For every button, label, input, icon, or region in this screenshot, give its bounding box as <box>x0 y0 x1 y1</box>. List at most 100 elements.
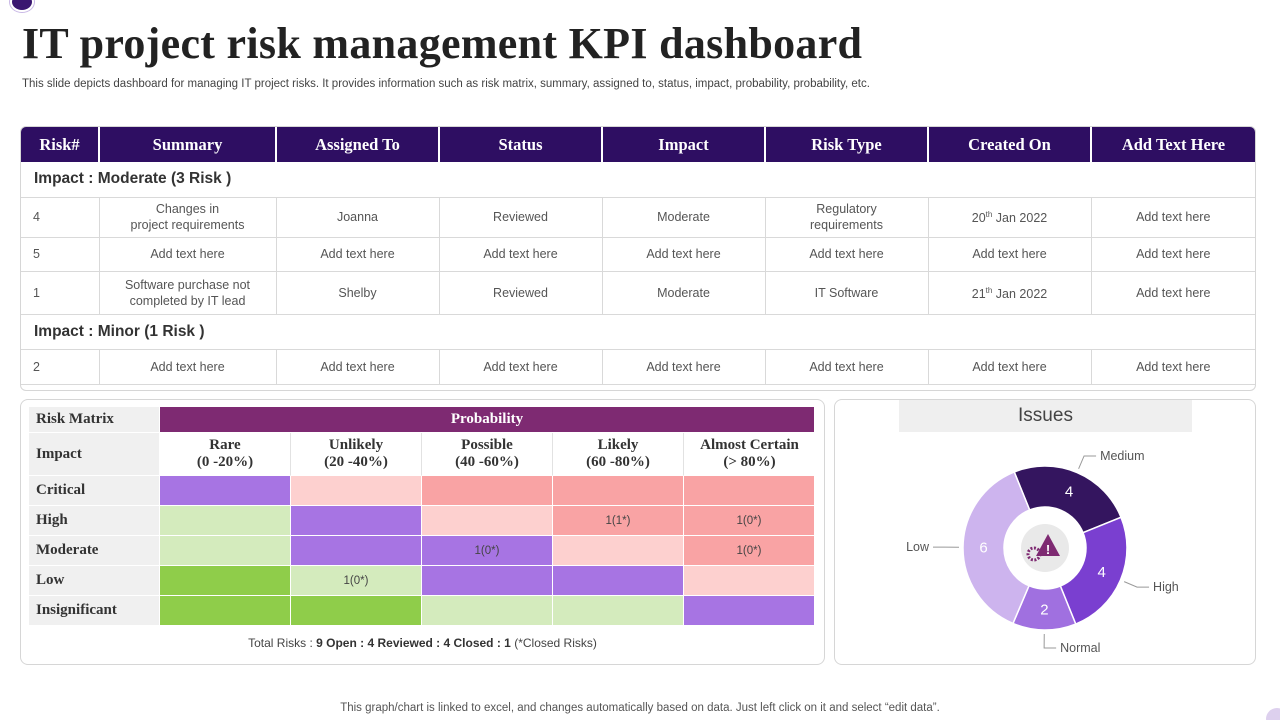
matrix-cell <box>291 536 422 566</box>
status-cell: Add text here <box>439 349 603 385</box>
donut-leader-line <box>1043 633 1057 649</box>
summary-cell: Software purchase not completed by IT lea… <box>99 271 277 315</box>
created-on-cell: 21th Jan 2022 <box>928 271 1092 315</box>
table-header-row: Risk# Summary Assigned To Status Impact … <box>21 127 1255 162</box>
assigned-cell: Shelby <box>276 271 440 315</box>
table-row[interactable]: 2 Add text here Add text here Add text h… <box>21 349 1255 385</box>
group-label: Impact : Minor (1 Risk ) <box>21 314 1255 350</box>
matrix-cell: 1(0*) <box>684 536 815 566</box>
row-label-low: Low <box>29 566 160 596</box>
risk-type-cell: IT Software <box>765 271 929 315</box>
matrix-cell <box>160 566 291 596</box>
donut-value-label: 6 <box>979 539 987 556</box>
matrix-cell: 1(0*) <box>291 566 422 596</box>
matrix-cell: 1(0*) <box>684 506 815 536</box>
table-row[interactable]: 4 Changes in project requirements Joanna … <box>21 197 1255 238</box>
row-label-high: High <box>29 506 160 536</box>
group-row-moderate: Impact : Moderate (3 Risk ) <box>21 162 1255 198</box>
summary-cell: Changes in project requirements <box>99 197 277 238</box>
risk-matrix-panel: Risk Matrix Probability Impact Rare (0 -2… <box>20 399 825 665</box>
matrix-cell <box>553 596 684 626</box>
row-label-moderate: Moderate <box>29 536 160 566</box>
assigned-cell: Joanna <box>276 197 440 238</box>
matrix-cell <box>160 476 291 506</box>
warning-icon-mark: ! <box>1046 542 1050 557</box>
status-cell: Reviewed <box>439 197 603 238</box>
donut-leader-line <box>1078 455 1097 470</box>
extra-cell: Add text here <box>1091 349 1255 385</box>
issues-donut-chart[interactable]: 4 Medium 4 High 2 Normal 6 Low! <box>835 400 1255 664</box>
impact-cell: Add text here <box>602 237 766 272</box>
risk-number: 4 <box>21 197 100 238</box>
extra-cell: Add text here <box>1091 271 1255 315</box>
donut-category-label: Medium <box>1100 449 1144 463</box>
row-label-critical: Critical <box>29 476 160 506</box>
assigned-cell: Add text here <box>276 349 440 385</box>
donut-slice-high[interactable] <box>1059 516 1128 626</box>
footer-note: This graph/chart is linked to excel, and… <box>340 702 940 714</box>
matrix-cell <box>291 476 422 506</box>
matrix-cell: 1(1*) <box>553 506 684 536</box>
matrix-cell <box>553 536 684 566</box>
table-row[interactable]: 1 Software purchase not completed by IT l… <box>21 271 1255 315</box>
risk-number: 2 <box>21 349 100 385</box>
page-title: IT project risk management KPI dashboard <box>22 19 863 68</box>
matrix-cell <box>553 566 684 596</box>
table-row[interactable]: 5 Add text here Add text here Add text h… <box>21 237 1255 272</box>
column-header[interactable]: Summary <box>99 127 277 162</box>
column-header-possible: Possible (40 -60%) <box>422 433 553 476</box>
group-label: Impact : Moderate (3 Risk ) <box>21 162 1255 198</box>
total-risks-summary: Total Risks : 9 Open : 4 Reviewed : 4 Cl… <box>248 636 597 650</box>
donut-value-label: 4 <box>1065 483 1073 500</box>
column-header[interactable]: Risk# <box>21 127 100 162</box>
column-header[interactable]: Impact <box>602 127 766 162</box>
decorative-dot-corner <box>1266 708 1280 720</box>
risk-table: Risk# Summary Assigned To Status Impact … <box>20 126 1256 391</box>
matrix-cell <box>553 476 684 506</box>
issues-chart-title: Issues <box>899 400 1192 432</box>
column-header[interactable]: Assigned To <box>276 127 440 162</box>
risk-type-cell: Add text here <box>765 237 929 272</box>
impact-cell: Moderate <box>602 271 766 315</box>
donut-slice-medium[interactable] <box>1013 465 1123 534</box>
matrix-cell <box>684 596 815 626</box>
matrix-cell <box>291 506 422 536</box>
matrix-cell <box>684 566 815 596</box>
risk-number: 5 <box>21 237 100 272</box>
gear-icon <box>1026 546 1042 562</box>
matrix-cell <box>160 536 291 566</box>
column-header[interactable]: Status <box>439 127 603 162</box>
column-header-almost-certain: Almost Certain (> 80%) <box>684 433 815 476</box>
matrix-cell <box>684 476 815 506</box>
risk-type-cell: Regulatory requirements <box>765 197 929 238</box>
extra-cell: Add text here <box>1091 197 1255 238</box>
column-header[interactable]: Add Text Here <box>1091 127 1255 162</box>
donut-leader-line <box>1123 581 1150 588</box>
donut-category-label: Normal <box>1060 641 1100 655</box>
matrix-cell <box>160 506 291 536</box>
decorative-dot <box>10 0 34 12</box>
column-header-rare: Rare (0 -20%) <box>160 433 291 476</box>
row-label-insignificant: Insignificant <box>29 596 160 626</box>
extra-cell: Add text here <box>1091 237 1255 272</box>
column-header[interactable]: Risk Type <box>765 127 929 162</box>
created-on-cell: 20th Jan 2022 <box>928 197 1092 238</box>
issues-panel: Issues 4 Medium 4 High 2 Normal 6 Low! <box>834 399 1256 665</box>
donut-slice-low[interactable] <box>962 470 1031 625</box>
risk-matrix: Risk Matrix Probability Impact Rare (0 -2… <box>29 407 815 626</box>
column-header-likely: Likely (60 -80%) <box>553 433 684 476</box>
warning-icon <box>1036 534 1060 556</box>
matrix-cell <box>422 476 553 506</box>
donut-value-label: 4 <box>1097 564 1105 581</box>
impact-header: Impact <box>29 433 160 476</box>
status-cell: Add text here <box>439 237 603 272</box>
status-cell: Reviewed <box>439 271 603 315</box>
impact-cell: Add text here <box>602 349 766 385</box>
created-on-cell: Add text here <box>928 349 1092 385</box>
group-row-minor: Impact : Minor (1 Risk ) <box>21 314 1255 350</box>
probability-header: Probability <box>160 407 815 433</box>
column-header[interactable]: Created On <box>928 127 1092 162</box>
matrix-cell <box>422 566 553 596</box>
risk-type-cell: Add text here <box>765 349 929 385</box>
summary-cell: Add text here <box>99 237 277 272</box>
